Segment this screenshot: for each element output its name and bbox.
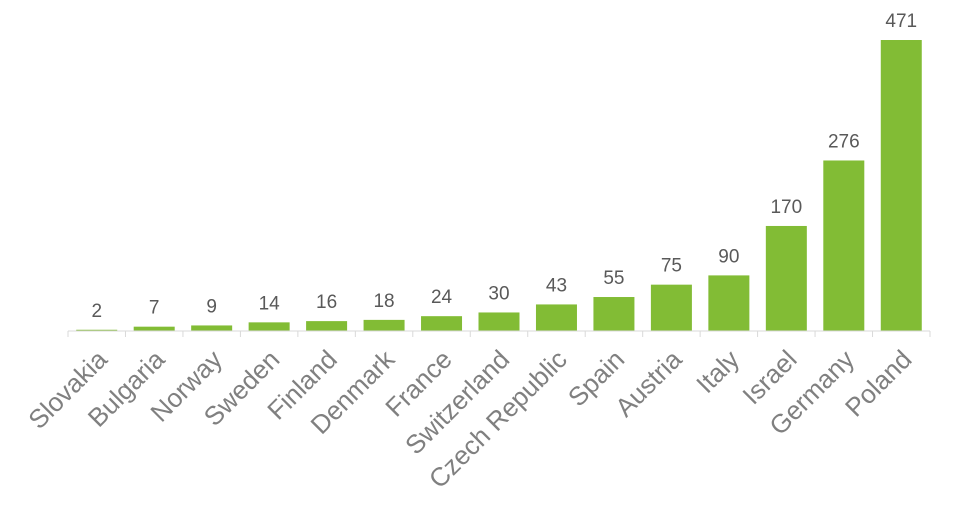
- value-label: 170: [770, 197, 802, 218]
- category-label: Poland: [839, 344, 917, 422]
- value-label: 55: [603, 268, 624, 289]
- bar-germany: [823, 160, 865, 331]
- value-label: 16: [316, 292, 337, 313]
- value-label: 90: [718, 246, 739, 267]
- bar-sweden: [248, 322, 290, 331]
- bar-czech-republic: [535, 304, 577, 331]
- value-label: 9: [206, 296, 217, 317]
- value-label: 18: [373, 291, 394, 312]
- value-label: 471: [885, 11, 917, 32]
- bar-spain: [593, 297, 635, 331]
- x-axis-ticks-group: [67, 331, 931, 337]
- value-label: 2: [91, 301, 102, 322]
- bars-group: [76, 40, 922, 331]
- value-label: 30: [488, 283, 509, 304]
- bar-slovakia: [76, 329, 118, 331]
- bar-norway: [191, 325, 233, 331]
- bar-denmark: [363, 319, 405, 331]
- category-label: Austria: [609, 344, 688, 423]
- bar-bulgaria: [133, 326, 175, 331]
- bar-israel: [765, 225, 807, 331]
- category-labels-group: SlovakiaBulgariaNorwaySwedenFinlandDenma…: [22, 343, 917, 494]
- value-labels-group: 2 7 9 14 16 18 24 30 43 55 75 90 170 276 471: [91, 11, 917, 322]
- value-label: 75: [661, 256, 682, 277]
- bar-france: [421, 316, 463, 331]
- value-label: 24: [431, 287, 453, 308]
- value-label: 43: [546, 275, 567, 296]
- bar-austria: [650, 284, 692, 331]
- bar-italy: [708, 275, 750, 331]
- value-label: 14: [259, 293, 281, 314]
- value-label: 276: [828, 131, 860, 152]
- bar-poland: [880, 40, 922, 331]
- value-label: 7: [149, 298, 160, 319]
- bar-finland: [306, 321, 348, 331]
- bar-switzerland: [478, 312, 520, 331]
